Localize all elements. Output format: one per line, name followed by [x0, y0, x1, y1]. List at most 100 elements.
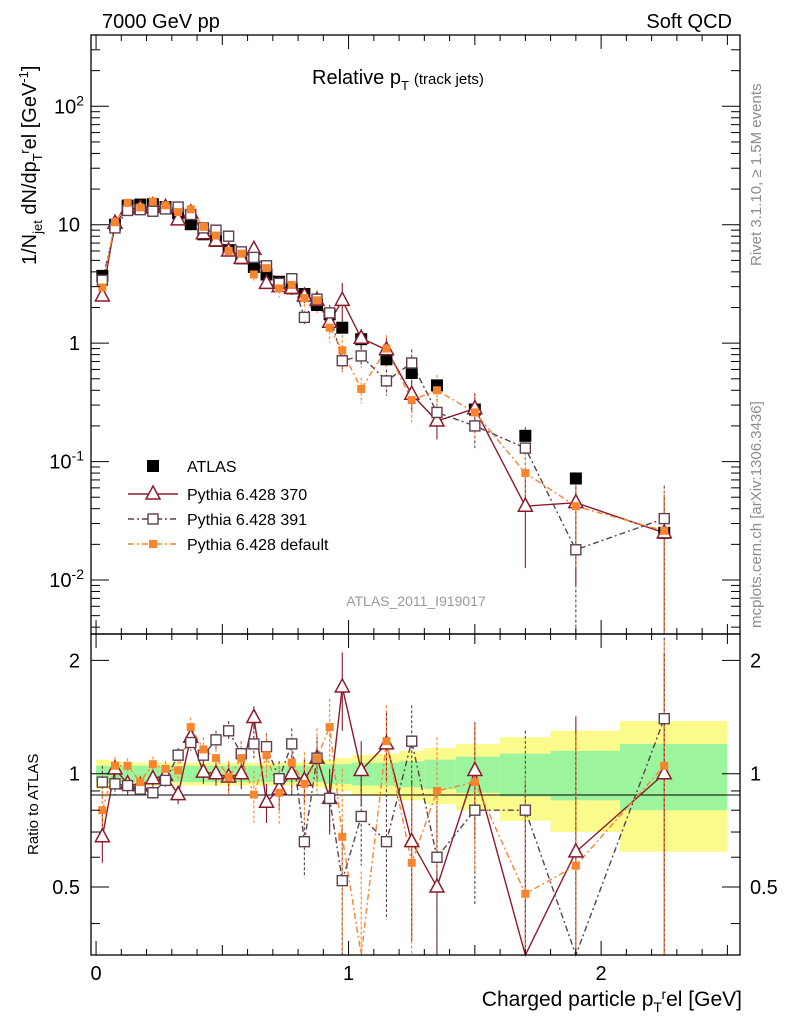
data-point-main — [571, 502, 580, 511]
legend-marker — [147, 513, 159, 525]
series-line-main — [101, 200, 665, 532]
data-point-main — [222, 230, 235, 242]
data-point-main — [336, 355, 348, 367]
plot-title: Relative pT (track jets) — [312, 67, 484, 93]
data-point-ratio — [147, 787, 159, 799]
series-line-ratio — [101, 725, 665, 956]
data-point-ratio — [275, 788, 284, 797]
y-tick-label-main: 10 — [58, 215, 80, 237]
data-point-ratio — [185, 736, 197, 749]
legend: ATLAS Pythia 6.428 370 Pythia 6.428 391 Pyt… — [128, 459, 329, 554]
data-point-main — [287, 280, 296, 289]
data-point-main — [357, 385, 366, 394]
data-point-ratio — [186, 723, 195, 732]
data-point-main — [432, 386, 441, 395]
y-tick-label-main: 10-1 — [49, 448, 84, 474]
data-point-ratio — [195, 762, 212, 778]
y-axis-title-main: 1/Njet dN/dpTrel [GeV-1] — [16, 66, 45, 265]
header-energy-label: 7000 GeV pp — [102, 11, 220, 33]
mcplots-label: mcplots.cern.ch [arXiv:1306.3436] — [748, 401, 765, 628]
data-point-main — [136, 203, 145, 212]
data-point-ratio — [334, 677, 351, 693]
legend-item: Pythia 6.428 default — [128, 537, 329, 554]
data-point-ratio — [245, 707, 263, 724]
x-tick-label: 0 — [90, 963, 101, 985]
x-tick-label: 2 — [596, 963, 607, 985]
data-point-main — [313, 296, 322, 305]
y-tick-label-ratio: 1 — [69, 764, 80, 786]
data-point-ratio — [406, 735, 418, 747]
data-point-main — [94, 286, 111, 302]
data-point-main — [186, 205, 195, 214]
y-axis-title-ratio: Ratio to ATLAS — [25, 754, 42, 855]
legend-marker — [149, 540, 157, 548]
data-point-ratio — [207, 764, 225, 780]
data-point-main — [660, 526, 669, 535]
analysis-label: ATLAS_2011_I919017 — [346, 593, 486, 609]
y-tick-label-main: 102 — [54, 92, 84, 118]
data-point-ratio — [521, 889, 530, 898]
data-point-main — [300, 294, 309, 303]
data-point-ratio — [466, 760, 484, 777]
data-point-ratio — [144, 769, 162, 785]
data-point-ratio — [428, 877, 446, 893]
y-tick-label-main: 1 — [69, 333, 80, 355]
data-point-ratio — [470, 778, 479, 787]
data-point-main — [355, 350, 367, 362]
legend-label: Pythia 6.428 391 — [187, 512, 307, 529]
data-point-atlas — [519, 429, 532, 442]
data-point-main — [147, 205, 159, 217]
data-point-ratio — [224, 773, 233, 782]
legend-label: Pythia 6.428 370 — [187, 487, 307, 504]
data-point-main — [249, 270, 258, 279]
data-point-ratio — [148, 760, 157, 769]
data-point-ratio — [298, 835, 311, 848]
data-point-main — [199, 222, 208, 231]
ratio-band-inner — [184, 765, 198, 783]
data-point-atlas — [569, 472, 582, 485]
data-point-ratio — [258, 792, 275, 808]
data-point-ratio — [232, 764, 250, 780]
data-point-ratio — [287, 758, 296, 767]
data-point-main — [212, 231, 221, 240]
legend-marker — [144, 484, 162, 500]
data-point-ratio — [567, 842, 585, 858]
series-line-ratio — [101, 686, 665, 957]
data-point-main — [121, 204, 134, 217]
data-point-main — [517, 496, 534, 512]
data-point-main — [407, 396, 416, 405]
y-tick-label-ratio-right: 2 — [750, 650, 761, 672]
data-point-ratio — [352, 760, 370, 777]
data-point-main — [323, 307, 336, 319]
data-point-ratio — [98, 806, 107, 815]
data-point-main — [469, 420, 481, 432]
data-point-atlas — [336, 321, 349, 334]
data-point-ratio — [161, 764, 170, 773]
data-point-ratio — [283, 764, 301, 780]
data-point-ratio — [210, 734, 222, 746]
data-point-main — [382, 344, 391, 353]
legend-item: ATLAS — [147, 459, 237, 476]
data-point-ratio — [380, 835, 393, 848]
x-tick-label: 1 — [343, 963, 354, 985]
data-point-ratio — [286, 738, 298, 750]
data-point-main — [258, 273, 275, 290]
data-point-ratio — [248, 738, 260, 750]
data-point-ratio — [382, 737, 391, 746]
y-tick-label-ratio: 0.5 — [52, 877, 80, 899]
data-point-ratio — [431, 851, 443, 863]
data-point-main — [148, 197, 157, 206]
data-point-ratio — [325, 723, 334, 732]
data-point-ratio — [519, 804, 532, 816]
data-point-ratio — [237, 754, 246, 763]
ratio-band-inner — [550, 750, 621, 801]
data-point-ratio — [199, 745, 208, 754]
data-point-main — [521, 469, 530, 478]
data-point-ratio — [355, 810, 367, 823]
y-tick-label-main: 10-2 — [49, 566, 84, 592]
data-point-atlas — [380, 353, 393, 366]
data-point-atlas — [405, 366, 418, 379]
data-point-main — [325, 323, 334, 332]
header-category-label: Soft QCD — [646, 11, 732, 33]
